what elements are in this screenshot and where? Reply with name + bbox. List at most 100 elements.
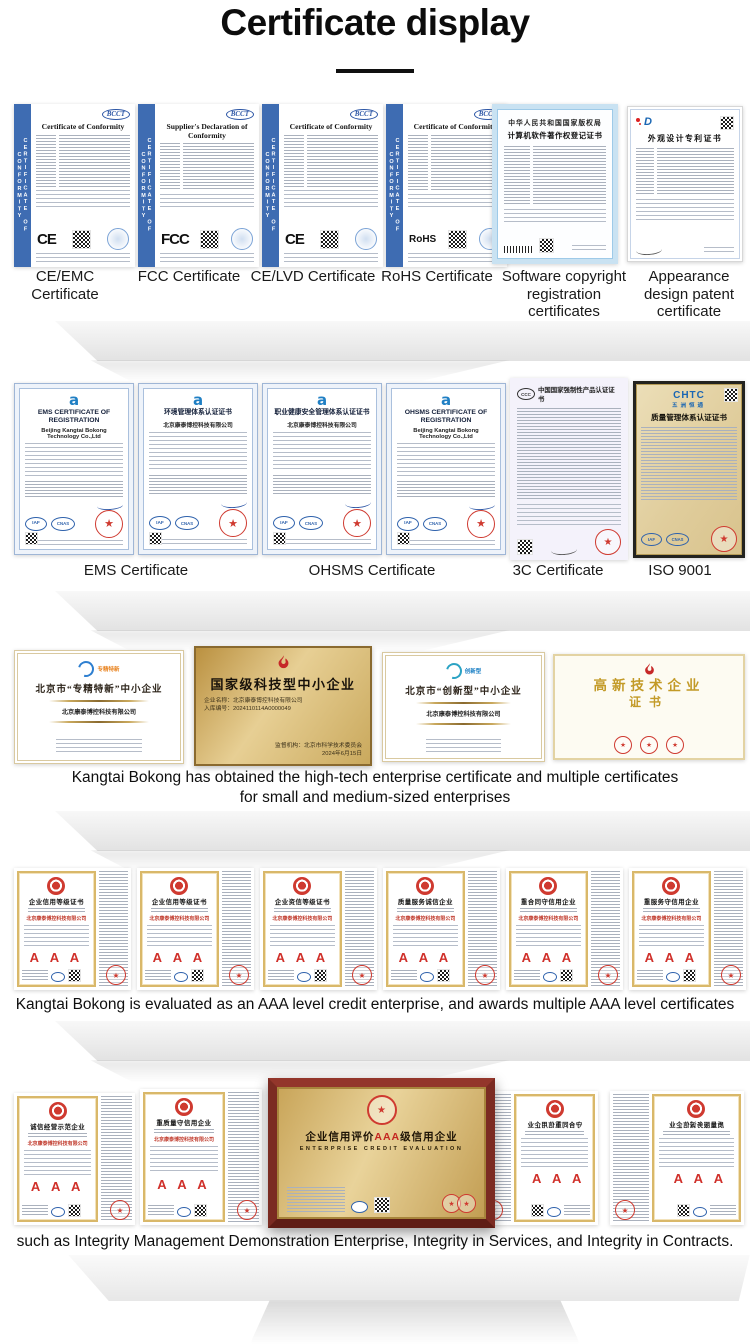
terms-page bbox=[344, 871, 374, 987]
certificate-title: 中国国家强制性产品认证证书 bbox=[538, 387, 615, 403]
cc-logo bbox=[177, 1207, 191, 1217]
qr-code-icon bbox=[517, 539, 533, 555]
cert-iso-9001: CHTC 五洲恒通 质量管理体系认证证书 IAF CNAS bbox=[633, 381, 745, 558]
fine-print-paragraph bbox=[504, 209, 606, 223]
certificate-body: 诚信经营示范企业 北京康泰博控科技有限公司 A A A bbox=[17, 1096, 99, 1222]
fcc-mark-icon: FCC bbox=[161, 230, 190, 248]
cert-label: CE/LVD Certificate bbox=[250, 268, 376, 285]
qr-code-icon bbox=[319, 229, 339, 249]
address-lines bbox=[408, 253, 502, 263]
company-name: Beijing Kangtai Bokong Technology Co.,Lt… bbox=[413, 428, 479, 440]
company-name: 北京康泰博控科技有限公司 bbox=[27, 1141, 88, 1147]
row5-caption: such as Integrity Management Demonstrati… bbox=[16, 1233, 734, 1250]
cc-logo bbox=[51, 972, 65, 982]
certificate-title-line1: 高新技术企业 bbox=[593, 678, 705, 693]
company-name-line: 企业名称：北京康泰博控科技有限公司 bbox=[204, 698, 303, 704]
certificate-side-band: CERTIFICATE OF CONFORMITY bbox=[14, 104, 31, 267]
terms-page bbox=[227, 1092, 259, 1222]
fine-print-paragraph bbox=[517, 408, 621, 501]
shelf-front-face bbox=[54, 590, 750, 631]
fine-print-paragraph bbox=[636, 199, 734, 221]
qr-code-icon bbox=[71, 229, 91, 249]
bcct-logo: BCCT bbox=[225, 109, 254, 120]
fine-print-paragraph bbox=[408, 193, 502, 208]
aaa-grade: A A A bbox=[669, 1171, 724, 1186]
shelf-front-face bbox=[54, 1020, 750, 1061]
cc-logo bbox=[693, 1207, 707, 1217]
footer-lines bbox=[22, 1205, 48, 1217]
cert-credit-rating-3: 企业资信等级证书 北京康泰博控科技有限公司 A A A bbox=[260, 868, 377, 990]
certificate-footer: CE bbox=[36, 228, 130, 250]
fine-print-paragraph bbox=[639, 925, 704, 947]
display-shelf-4 bbox=[0, 1020, 750, 1084]
cert-innovative-sme: 创新型 北京市“创新型”中小企业 北京康泰博控科技有限公司 bbox=[382, 652, 545, 762]
certificate-title: Supplier's Declaration of Conformity bbox=[166, 122, 248, 140]
certificate-title: 企业信用等级证书 bbox=[28, 899, 84, 906]
aaa-grade: A A A bbox=[30, 1179, 85, 1194]
red-star-seal-icon bbox=[467, 509, 495, 538]
aaa-grade: A A A bbox=[398, 950, 453, 965]
red-emblem-icon bbox=[545, 1100, 564, 1118]
certificate-footer bbox=[517, 529, 621, 556]
red-star-seal-icon bbox=[352, 965, 372, 985]
supervising-authority-line: 监督机构：北京市科学技术委员会 bbox=[275, 743, 362, 749]
fine-print-paragraph bbox=[147, 925, 212, 947]
fine-print-values bbox=[59, 134, 130, 187]
fine-print-paragraph bbox=[641, 427, 737, 501]
fine-print-keys bbox=[504, 146, 530, 204]
shelf-shadow bbox=[90, 360, 510, 382]
row4-caption: Kangtai Bokong is evaluated as an AAA le… bbox=[15, 996, 735, 1013]
registration-number-line: 入库编号：2024110114A0000049 bbox=[204, 706, 291, 712]
fine-print-block bbox=[160, 143, 254, 191]
red-star-seal-icon bbox=[666, 736, 684, 754]
subtitle-lines bbox=[397, 908, 454, 912]
red-emblem-icon bbox=[293, 877, 312, 895]
certificate-side-band: CERTIFICATE OF CONFORMITY bbox=[262, 104, 279, 267]
accreditation-badges: IAF CNAS bbox=[25, 509, 123, 538]
subtitle-lines bbox=[28, 1133, 88, 1137]
certificate-title: 北京市“专精特新”中小企业 bbox=[35, 685, 163, 695]
red-star-seal-icon bbox=[237, 1200, 257, 1220]
address-lines bbox=[397, 539, 495, 545]
qr-code-icon bbox=[68, 1204, 81, 1217]
fine-print-lines bbox=[425, 739, 502, 753]
fine-print-values bbox=[431, 134, 502, 191]
red-star-seal-icon bbox=[219, 509, 247, 537]
certifier-logo: a bbox=[440, 391, 452, 409]
qr-code-icon bbox=[273, 532, 286, 545]
bcct-logo: BCCT bbox=[101, 109, 130, 120]
footer-lines bbox=[148, 1205, 174, 1217]
iaf-badge: IAF bbox=[397, 516, 419, 531]
chtc-logo: CHTC bbox=[673, 390, 705, 401]
certificate-body: 质量服务诚信企业 北京康泰博控科技有限公司 A A A bbox=[386, 871, 465, 987]
gold-divider bbox=[415, 723, 512, 725]
gold-divider bbox=[415, 702, 512, 704]
signature-icon bbox=[344, 497, 372, 509]
subtitle-lines bbox=[643, 908, 700, 912]
cc-logo bbox=[174, 972, 188, 982]
cert-specialized-sme: 专精特新 北京市“专精特新”中小企业 北京康泰博控科技有限公司 bbox=[14, 650, 184, 764]
cc-logo bbox=[351, 1201, 368, 1213]
fine-print-block bbox=[36, 134, 130, 187]
fine-print-paragraph bbox=[36, 189, 130, 208]
company-name: 北京康泰博控科技有限公司 bbox=[641, 916, 702, 922]
cert-occupational-health: a 职业健康安全管理体系认证证书 北京康泰博控科技有限公司 IAF CNAS bbox=[262, 383, 382, 555]
fine-print-paragraph bbox=[517, 503, 621, 525]
certificate-body: BCCT Certificate of Conformity CE bbox=[31, 104, 135, 267]
cert-label: FCC Certificate bbox=[137, 268, 241, 285]
ccc-logo: CCC bbox=[517, 388, 535, 400]
signature-icon bbox=[220, 497, 248, 509]
company-name: 北京康泰博控科技有限公司 bbox=[272, 916, 333, 922]
certificate-body: BCCT Certificate of Conformity CE bbox=[279, 104, 383, 267]
certificate-title: 计算机软件著作权登记证书 bbox=[507, 131, 603, 140]
red-star-seal-icon bbox=[615, 1200, 635, 1220]
certificate-body: 重质量守信用企业 北京康泰博控科技有限公司 A A A bbox=[143, 1092, 225, 1222]
fine-print-paragraph bbox=[273, 475, 371, 495]
barcode-icon bbox=[504, 246, 534, 253]
certificate-body: 企业信用等级证书 北京康泰博控科技有限公司 A A A bbox=[17, 871, 96, 987]
certifier-logo: a bbox=[192, 391, 204, 409]
qr-code-icon bbox=[560, 969, 573, 982]
certificate-body: a OHSMS CERTIFICATE OF REGISTRATION Beij… bbox=[391, 388, 501, 550]
qr-code-icon bbox=[539, 238, 554, 253]
fine-print-block bbox=[636, 148, 734, 194]
